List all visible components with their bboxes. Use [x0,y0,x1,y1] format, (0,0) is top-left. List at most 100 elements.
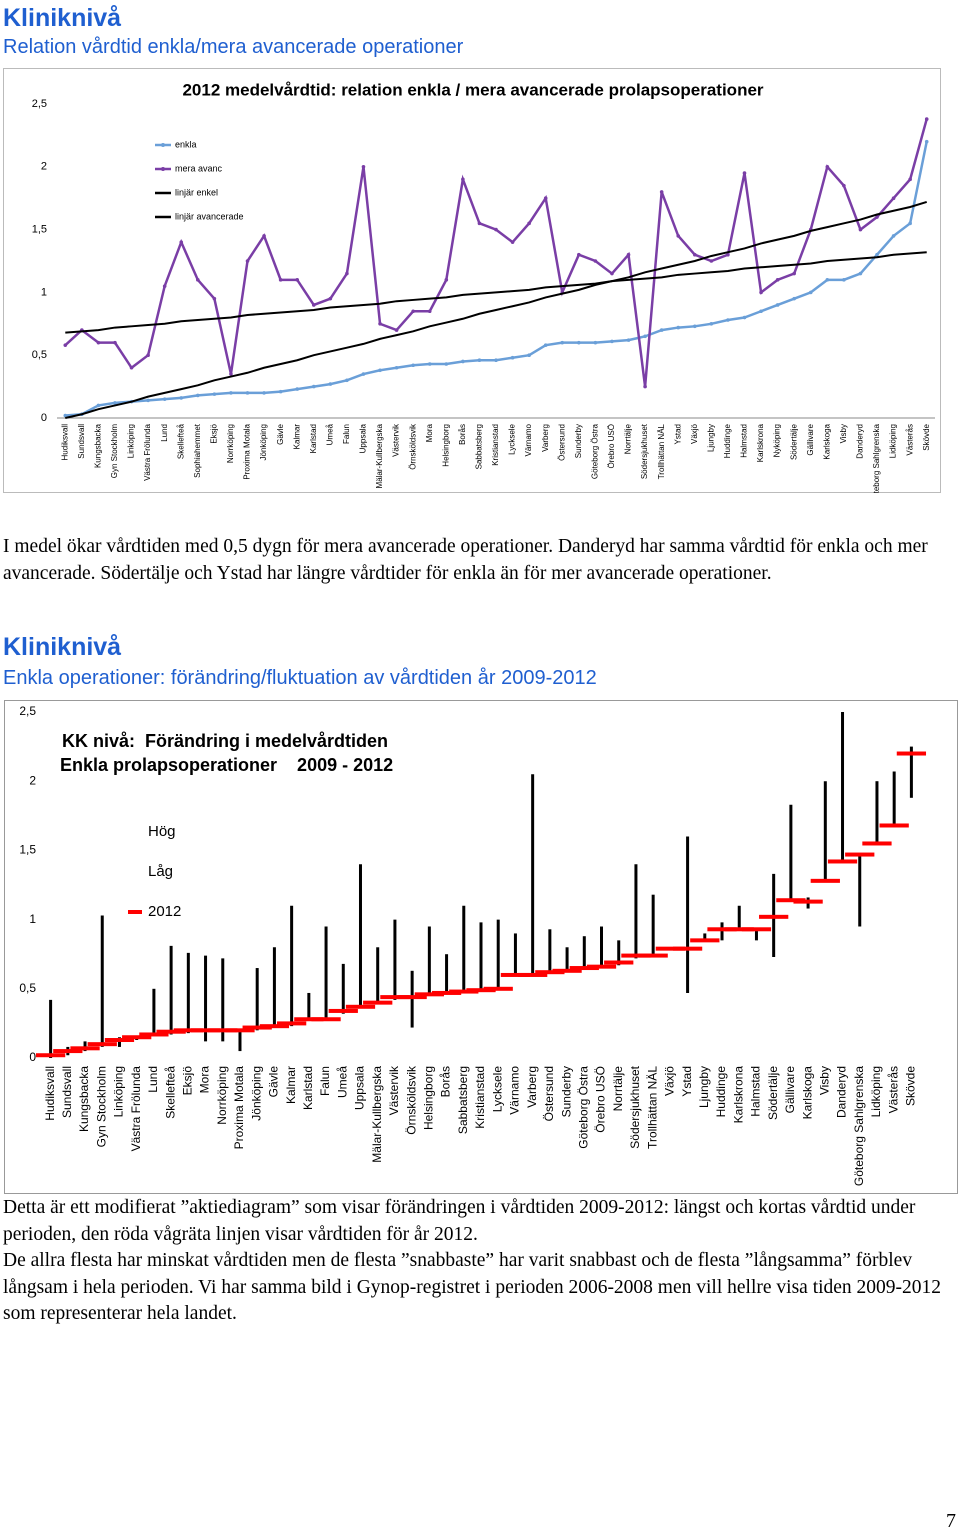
point [311,303,316,307]
close-mark [122,1035,152,1040]
y-tick-label: 1,5 [32,224,47,236]
close-mark [552,968,582,973]
close-mark [879,823,909,828]
close-mark [483,986,513,991]
section-subtitle: Enkla operationer: förändring/fluktuatio… [3,667,597,689]
close-mark [53,1049,83,1054]
x-tick-label: Falun [318,1066,332,1096]
x-tick-label: Örnsköldsvik [404,1065,418,1135]
y-tick-label: 1,5 [19,843,36,857]
x-tick-label: Proxima Motala [243,423,252,479]
close-mark [311,1017,341,1022]
close-mark [35,1053,66,1058]
close-mark [466,988,496,993]
x-tick-label: Helsingborg [441,424,450,467]
x-tick-label: Huddinge [714,1066,728,1118]
point [626,338,631,342]
point [626,252,631,257]
point [129,365,134,370]
x-tick-label: Värnamo [524,423,533,456]
point [577,252,581,257]
point [808,290,813,295]
x-tick-label: Halmstad [740,424,749,458]
point [527,353,531,358]
close-mark [810,878,840,883]
point [659,328,664,332]
x-tick-label: Visby [817,1066,831,1095]
x-tick-label: Gyn Stockholm [110,424,119,479]
x-tick-label: Karlstad [309,424,318,453]
x-tick-label: Uppsala [353,1066,367,1110]
x-tick-label: Göteborg Östra [591,423,600,479]
legend-label: enkla [175,139,197,149]
x-tick-label: Huddinge [723,423,732,458]
x-tick-label: Varberg [525,1066,539,1108]
x-tick-label: Kalmar [292,424,301,450]
x-tick-label: Södersjukhuset [628,1065,642,1148]
y-tick-label: 2 [41,161,47,173]
x-tick-label: Karlskrona [731,1066,745,1124]
close-mark [569,966,599,971]
point [527,221,531,226]
y-tick-label: 2,5 [19,704,36,718]
point [179,240,184,244]
close-mark [294,1017,324,1022]
chart-frame [3,68,941,493]
x-tick-label: Västerås [886,1066,900,1113]
close-mark [328,1008,358,1013]
point [196,393,200,398]
x-tick-label: Uppsala [359,423,368,453]
x-tick-label: Gävle [267,1066,281,1098]
point [444,362,449,366]
point [792,296,796,301]
point [726,318,730,322]
close-mark [139,1032,169,1037]
x-tick-label: Gällivare [806,423,815,455]
point [792,271,796,276]
x-tick-label: Linköping [112,1066,126,1117]
point [361,372,366,376]
legend-label: 2012 [148,903,181,920]
chart: 2012 medelvårdtid: relation enkla / mera… [3,68,941,493]
close-mark [345,1004,376,1009]
point [858,271,863,276]
close-mark [380,995,410,1000]
x-tick-label: Visby [839,424,848,443]
x-tick-label: Borås [458,424,467,445]
x-tick-label: Västra Frölunda [143,423,152,480]
point [858,227,863,232]
point [146,398,150,403]
point [378,368,382,373]
section-title: Kliniknivå [3,4,122,32]
point [278,389,283,394]
point [295,387,300,391]
x-tick-label: Lycksele [490,1066,504,1113]
point [477,221,482,226]
point [759,309,763,314]
point [924,117,929,121]
y-tick-label: 1 [29,912,36,926]
point [643,384,647,389]
paragraph: Detta är ett modifierat ”aktiediagram” s… [3,1197,916,1245]
x-tick-label: Hudiksvall [43,1066,57,1121]
point [278,278,283,282]
x-tick-label: Sunderby [574,424,583,458]
close-mark [87,1042,117,1047]
y-tick-label: 0,5 [19,981,36,995]
close-mark [276,1021,307,1026]
chart-title: 2012 medelvårdtid: relation enkla / mera… [182,80,763,99]
chart-title: KK nivå: Förändring i medelvårdtiden [62,731,388,751]
point [444,278,449,282]
point [593,259,598,263]
point [113,340,117,345]
x-tick-label: Västerås [905,424,914,456]
x-tick-label: Kungsbacka [77,1066,91,1132]
close-mark [104,1038,135,1043]
x-tick-label: Kalmar [284,1066,298,1104]
point [394,328,399,332]
point [692,324,697,329]
x-tick-label: Eksjö [209,423,218,443]
close-mark [586,964,617,969]
x-tick-label: Örebro USÖ [594,1066,608,1133]
